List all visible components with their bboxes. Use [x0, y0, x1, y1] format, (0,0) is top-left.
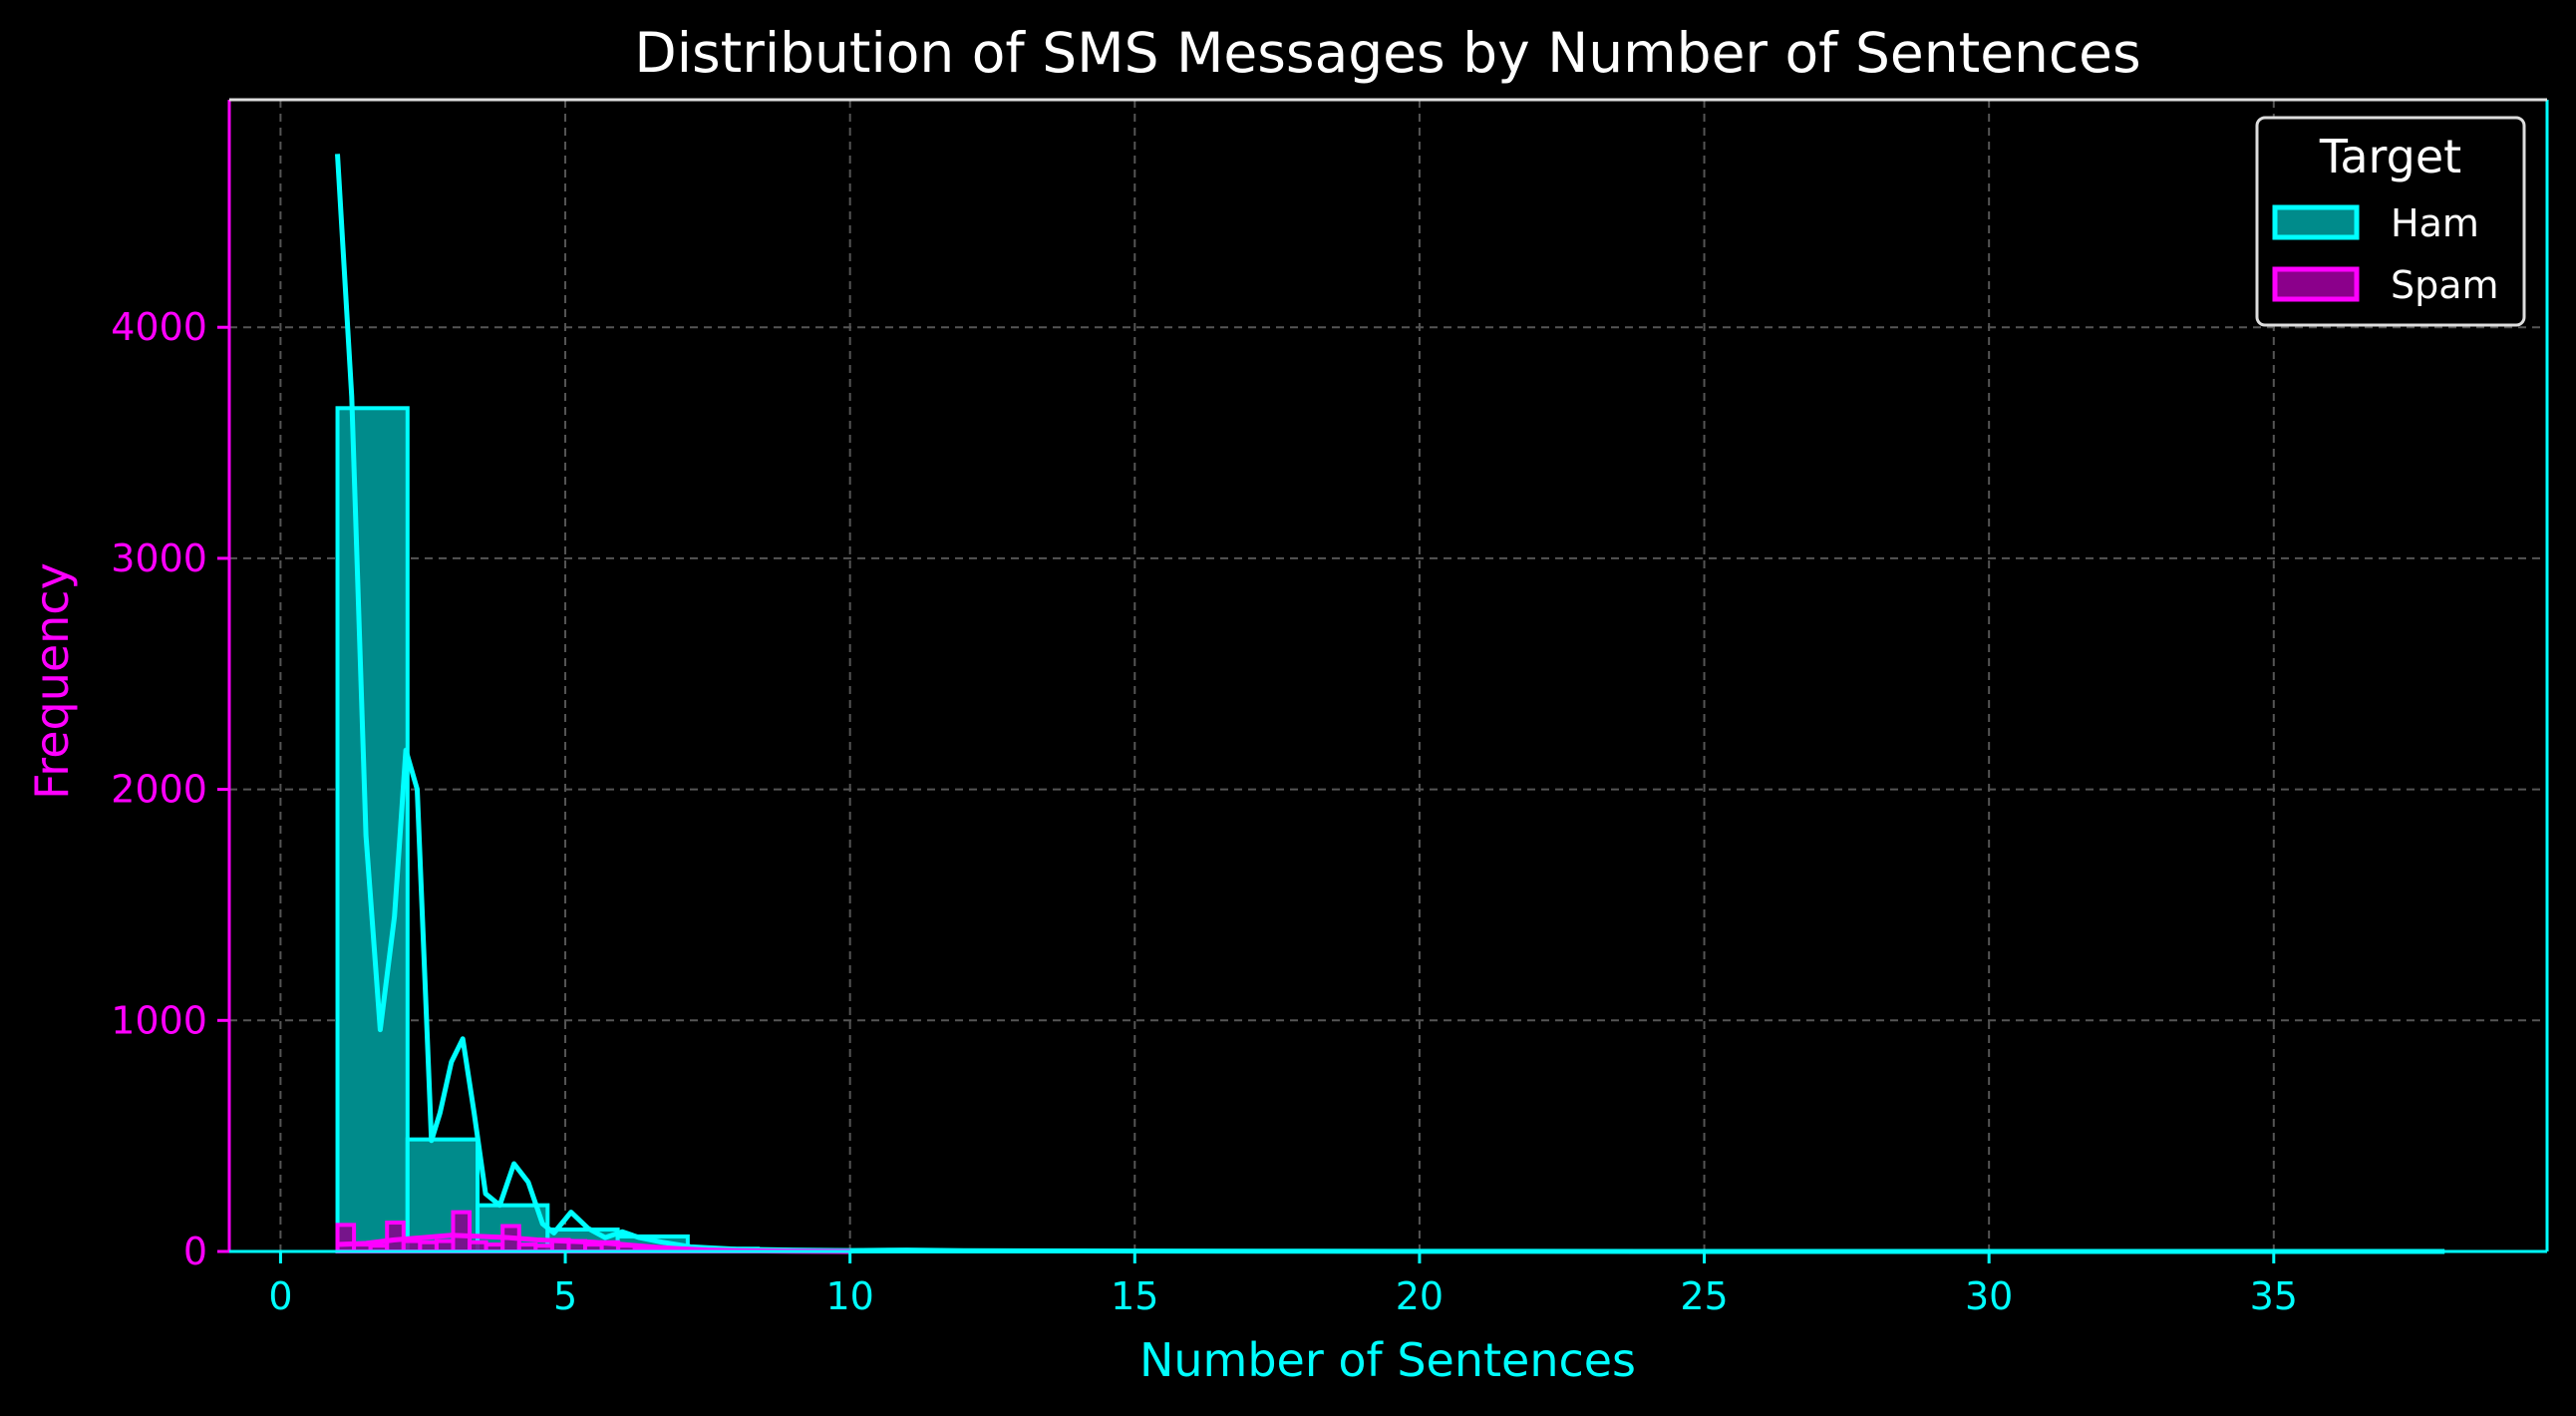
axes: 0 5 10 15 20 25 30 35 0 1000 2000 3000 4000	[111, 98, 2549, 1318]
x-axis-label: Number of Sentences	[1139, 1333, 1636, 1387]
legend-ham-label: Ham	[2391, 201, 2479, 245]
x-tick-label: 30	[1965, 1274, 2013, 1318]
x-tick-label: 15	[1111, 1274, 1158, 1318]
legend-ham-swatch	[2272, 204, 2360, 240]
x-tick-label: 10	[825, 1274, 873, 1318]
spam-bar	[434, 1239, 456, 1254]
spam-bar	[451, 1210, 473, 1253]
y-tick-label: 2000	[111, 768, 207, 812]
x-tick-label: 0	[268, 1274, 292, 1318]
spam-bar	[335, 1223, 357, 1254]
legend-title: Target	[2319, 130, 2461, 183]
y-tick-label: 3000	[111, 536, 207, 580]
legend-spam-swatch	[2272, 266, 2360, 302]
x-tick-label: 5	[553, 1274, 577, 1318]
y-axis-label: Frequency	[25, 562, 79, 800]
legend: Target Ham Spam	[2255, 116, 2526, 327]
spam-bar	[401, 1239, 423, 1254]
x-tick-label: 25	[1680, 1274, 1728, 1318]
y-tick-label: 0	[183, 1230, 207, 1273]
x-tick-label: 35	[2250, 1274, 2298, 1318]
x-tick-label: 20	[1396, 1274, 1444, 1318]
chart-title: Distribution of SMS Messages by Number o…	[634, 21, 2140, 85]
legend-spam-label: Spam	[2391, 263, 2499, 307]
y-tick-label: 4000	[111, 305, 207, 349]
y-tick-label: 1000	[111, 998, 207, 1042]
ham-bar	[335, 406, 410, 1253]
